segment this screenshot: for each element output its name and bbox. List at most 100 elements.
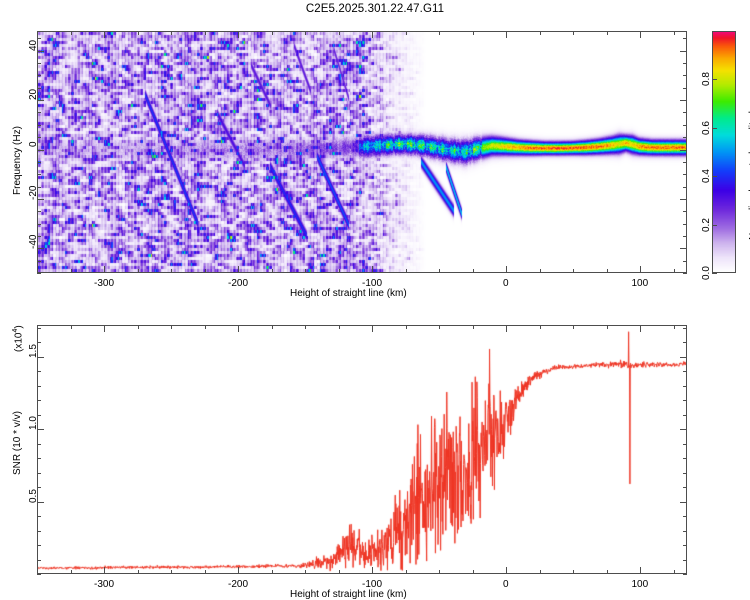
axis-tick (540, 31, 541, 35)
axis-tick (37, 400, 41, 401)
colorbar-tick (712, 128, 717, 129)
axis-tick (506, 266, 507, 273)
axis-tick (37, 137, 41, 138)
axis-tick (305, 325, 306, 329)
axis-tick (305, 570, 306, 574)
colorbar-tick-label: 0.2 (701, 218, 712, 232)
colorbar-tick-label: 0.6 (701, 121, 712, 135)
axis-tick (683, 112, 687, 113)
axis-tick (37, 211, 41, 212)
axis-tick-label: 1.5 (28, 344, 39, 358)
axis-tick-label: 0.5 (28, 489, 39, 503)
axis-tick (37, 199, 44, 200)
axis-tick (37, 328, 41, 329)
axis-tick (406, 570, 407, 574)
axis-tick (683, 211, 687, 212)
axis-tick (372, 266, 373, 273)
snr-x-axis-label: Height of straight line (km) (290, 589, 407, 600)
axis-tick (305, 31, 306, 35)
spectrogram-y-axis-label: Frequency (Hz) (12, 126, 23, 195)
snr-y-exponent-label: (x104) (12, 325, 24, 352)
axis-tick (506, 567, 507, 574)
axis-tick (640, 567, 641, 574)
axis-tick (37, 516, 41, 517)
axis-tick (37, 502, 44, 503)
axis-tick (680, 502, 687, 503)
axis-tick (506, 325, 507, 332)
axis-tick (205, 570, 206, 574)
axis-tick (37, 51, 44, 52)
axis-tick (238, 325, 239, 332)
axis-tick (138, 31, 139, 35)
axis-tick (37, 248, 44, 249)
axis-tick (171, 31, 172, 35)
axis-tick (683, 371, 687, 372)
axis-tick (683, 516, 687, 517)
axis-tick (37, 187, 41, 188)
axis-tick (138, 570, 139, 574)
axis-tick (473, 325, 474, 329)
axis-tick (683, 545, 687, 546)
axis-tick (683, 487, 687, 488)
axis-tick-label: -40 (28, 234, 39, 249)
axis-tick (680, 199, 687, 200)
axis-tick (37, 112, 41, 113)
axis-tick (37, 342, 41, 343)
axis-tick (540, 325, 541, 329)
axis-tick (238, 567, 239, 574)
axis-tick (683, 473, 687, 474)
axis-tick (339, 570, 340, 574)
axis-tick (674, 570, 675, 574)
axis-tick-label: -300 (94, 278, 115, 289)
axis-tick (37, 415, 41, 416)
axis-tick (138, 325, 139, 329)
axis-tick (640, 31, 641, 38)
spectrogram-panel (37, 31, 687, 273)
axis-tick (473, 31, 474, 35)
axis-tick (506, 31, 507, 38)
axis-tick (37, 570, 38, 574)
axis-tick (406, 269, 407, 273)
axis-tick (205, 325, 206, 329)
axis-tick (272, 269, 273, 273)
axis-tick (674, 269, 675, 273)
axis-tick (37, 458, 41, 459)
axis-tick (683, 574, 687, 575)
axis-tick (607, 31, 608, 35)
axis-tick (683, 63, 687, 64)
colorbar-tick (712, 273, 717, 274)
axis-tick (37, 88, 41, 89)
axis-tick (37, 444, 41, 445)
axis-tick (680, 248, 687, 249)
axis-tick (683, 137, 687, 138)
axis-tick (37, 31, 38, 35)
axis-tick (104, 567, 105, 574)
axis-tick-label: -20 (28, 185, 39, 200)
axis-tick (37, 473, 41, 474)
axis-tick (171, 570, 172, 574)
axis-tick (138, 269, 139, 273)
axis-tick (683, 162, 687, 163)
spectrogram-image (38, 32, 686, 272)
colorbar-tick-label: 0.0 (701, 266, 712, 280)
axis-tick (683, 342, 687, 343)
axis-tick (238, 31, 239, 38)
axis-tick (37, 162, 41, 163)
colorbar (712, 31, 736, 273)
axis-tick (37, 545, 41, 546)
snr-exponent-base: (x10 (13, 332, 25, 352)
axis-tick (37, 125, 41, 126)
axis-tick (683, 560, 687, 561)
axis-tick (37, 269, 38, 273)
axis-tick (37, 531, 41, 532)
axis-tick (71, 570, 72, 574)
axis-tick (683, 415, 687, 416)
axis-tick (37, 357, 44, 358)
axis-tick (37, 38, 41, 39)
axis-tick (171, 269, 172, 273)
snr-exponent-power: 4 (12, 328, 19, 333)
axis-tick (372, 567, 373, 574)
axis-tick (171, 325, 172, 329)
axis-tick-label: 40 (28, 39, 39, 51)
